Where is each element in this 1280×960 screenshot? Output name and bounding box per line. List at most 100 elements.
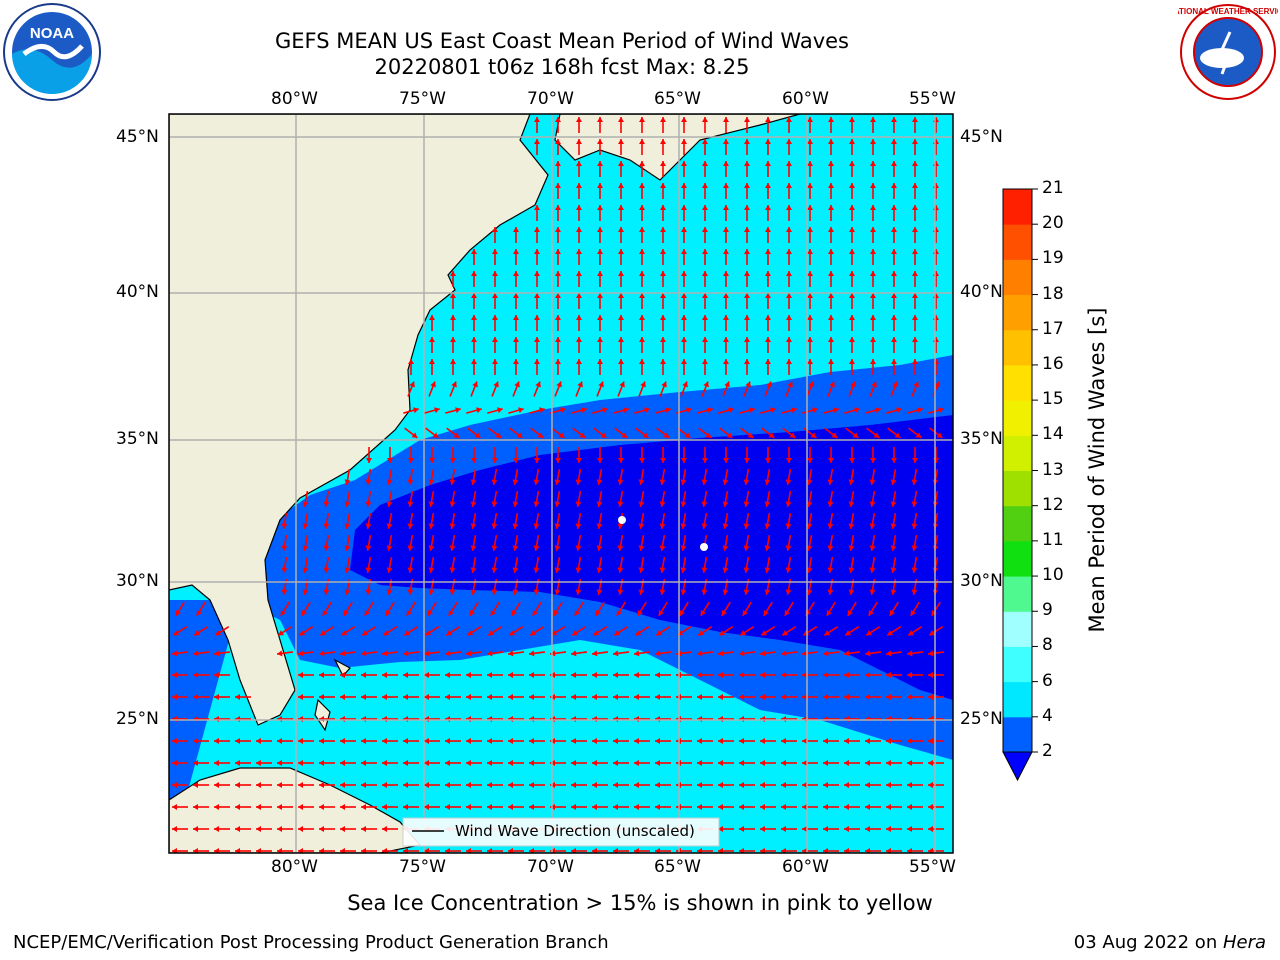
wind-wave-arrow [660, 315, 666, 331]
wind-wave-arrow [891, 161, 897, 177]
wind-wave-arrow [487, 848, 503, 853]
wind-wave-arrow [848, 381, 856, 397]
wind-wave-arrow [382, 782, 398, 788]
wind-wave-arrow [612, 650, 630, 657]
wind-wave-arrow [802, 826, 818, 832]
wind-wave-arrow [928, 625, 944, 637]
wind-wave-arrow [639, 139, 645, 155]
wind-wave-arrow [323, 512, 330, 530]
wind-wave-arrow [744, 139, 750, 155]
wind-wave-arrow [466, 782, 482, 788]
wind-wave-arrow [722, 512, 729, 530]
wind-wave-arrow [492, 227, 498, 243]
wind-wave-arrow [471, 293, 477, 309]
wind-wave-arrow [344, 468, 351, 486]
wind-wave-arrow [723, 249, 729, 265]
wind-wave-arrow [866, 427, 880, 439]
wind-wave-arrow [744, 337, 750, 353]
wind-wave-arrow [870, 183, 876, 199]
wind-wave-arrow [534, 447, 540, 463]
wind-wave-arrow [869, 468, 876, 486]
colorbar-segment [1003, 540, 1032, 577]
wind-wave-arrow [404, 427, 418, 439]
wind-wave-arrow [634, 738, 650, 744]
wind-wave-arrow [865, 672, 881, 678]
wind-wave-arrow [660, 447, 666, 463]
wind-wave-arrow [639, 337, 645, 353]
wind-wave-arrow [781, 738, 797, 744]
wind-wave-arrow [592, 848, 608, 853]
wind-wave-arrow [492, 337, 498, 353]
wind-wave-arrow [849, 117, 855, 133]
wind-wave-arrow [597, 117, 603, 133]
colorbar-tick-label: 15 [1042, 389, 1064, 410]
lon-label-bottom: 65°W [654, 857, 701, 877]
wind-wave-arrow [639, 315, 645, 331]
wind-wave-arrow [702, 205, 708, 221]
wind-wave-arrow [870, 293, 876, 309]
wind-wave-arrow [406, 601, 416, 617]
wind-wave-arrow [782, 427, 796, 439]
wind-wave-arrow [907, 826, 923, 832]
wind-wave-arrow [302, 534, 309, 552]
wind-wave-arrow [739, 738, 755, 744]
legend-label: Wind Wave Direction (unscaled) [455, 822, 695, 840]
wind-wave-arrow [428, 556, 435, 574]
lon-label-top: 80°W [271, 89, 318, 109]
wind-wave-arrow [654, 650, 672, 657]
wind-wave-arrow [213, 650, 231, 657]
wind-wave-arrow [680, 490, 687, 508]
wind-wave-arrow [718, 782, 734, 788]
wind-wave-arrow [660, 139, 666, 155]
wind-wave-arrow [365, 556, 372, 574]
wind-wave-arrow [513, 359, 519, 375]
wind-wave-arrow [428, 381, 436, 397]
wind-wave-arrow [828, 139, 834, 155]
wind-wave-arrow [596, 534, 603, 552]
wind-wave-arrow [597, 359, 603, 375]
wind-wave-arrow [323, 556, 330, 574]
wind-wave-arrow [634, 782, 650, 788]
wind-wave-arrow [760, 826, 776, 832]
wind-wave-arrow [744, 227, 750, 243]
wind-wave-arrow [424, 694, 440, 700]
missing-data-point [618, 516, 626, 524]
ocean-deep-band [350, 415, 953, 700]
wind-wave-arrow [739, 826, 755, 832]
wind-wave-arrow [932, 381, 940, 397]
wind-wave-arrow [886, 738, 902, 744]
wind-wave-arrow [849, 271, 855, 287]
wind-wave-arrow [638, 534, 645, 552]
wind-wave-arrow [844, 625, 860, 637]
wind-wave-arrow [534, 139, 540, 155]
lon-label-top: 75°W [399, 89, 446, 109]
wind-wave-arrow [702, 139, 708, 155]
wind-wave-arrow [277, 760, 293, 766]
wind-wave-arrow [844, 760, 860, 766]
wind-wave-arrow [760, 760, 776, 766]
map-frame [168, 113, 954, 854]
wind-wave-arrow [555, 271, 561, 287]
wind-wave-arrow [801, 650, 819, 657]
wind-wave-arrow [886, 694, 902, 700]
wind-wave-arrow [912, 315, 918, 331]
wind-wave-arrow [597, 183, 603, 199]
wind-wave-arrow [911, 468, 918, 486]
wind-wave-arrow [572, 427, 586, 439]
wind-wave-arrow [617, 534, 624, 552]
land-cuba [169, 767, 422, 853]
wind-wave-arrow [744, 271, 750, 287]
wind-wave-arrow [807, 205, 813, 221]
wind-wave-arrow [450, 359, 456, 375]
wind-wave-arrow [340, 804, 356, 810]
lon-label-bottom: 70°W [527, 857, 574, 877]
wind-wave-arrow [911, 381, 919, 397]
wind-wave-arrow [639, 183, 645, 199]
wind-wave-arrow [403, 760, 419, 766]
wind-wave-arrow [865, 760, 881, 766]
wind-wave-arrow [911, 556, 918, 574]
colorbar-tick-label: 10 [1042, 565, 1064, 586]
wind-wave-arrow [466, 407, 482, 414]
wind-wave-arrow [466, 625, 482, 637]
